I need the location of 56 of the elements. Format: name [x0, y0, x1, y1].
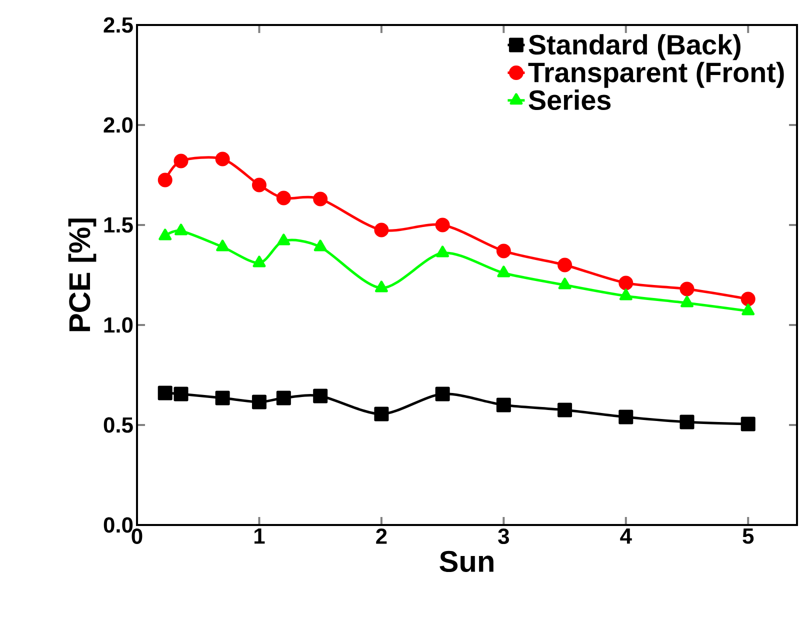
- point: [174, 154, 188, 168]
- point: [252, 256, 266, 268]
- point: [742, 304, 755, 316]
- point: [558, 258, 572, 272]
- point: [374, 406, 389, 422]
- point: [215, 152, 230, 166]
- y-tick-label: 0.0: [104, 517, 133, 533]
- point: [740, 416, 756, 432]
- point: [558, 278, 572, 290]
- point: [496, 244, 511, 258]
- point: [158, 172, 172, 188]
- point: [435, 386, 450, 402]
- point: [680, 296, 694, 308]
- point: [619, 288, 632, 300]
- point: [215, 390, 230, 406]
- y-tick-label: 2.5: [104, 17, 133, 33]
- x-tick-label: 1: [254, 528, 265, 544]
- point: [558, 402, 572, 418]
- x-axis-title: Sun: [440, 550, 494, 572]
- legend-label: Transparent (Front): [528, 62, 784, 88]
- legend-label: Standard (Back): [528, 34, 740, 60]
- y-tick-label: 1.5: [104, 217, 133, 233]
- x-tick-label: 4: [620, 528, 632, 544]
- point: [277, 234, 290, 246]
- point: [252, 178, 266, 192]
- point: [313, 192, 328, 206]
- y-tick-label: 0.5: [104, 417, 133, 433]
- point: [174, 224, 188, 236]
- point: [374, 222, 389, 238]
- point: [313, 388, 328, 404]
- point: [497, 266, 510, 278]
- point: [436, 246, 450, 258]
- x-tick-label: 0: [132, 528, 142, 544]
- point: [276, 390, 291, 406]
- point: [216, 240, 230, 252]
- point: [496, 398, 511, 412]
- y-tick-label: 2.0: [104, 117, 133, 133]
- point: [276, 190, 291, 206]
- y-tick-label: 1.0: [104, 317, 133, 333]
- point: [174, 386, 188, 402]
- point: [435, 218, 450, 232]
- point: [252, 394, 266, 410]
- legend-label: Series: [528, 90, 611, 110]
- point: [375, 280, 388, 292]
- point: [680, 282, 694, 296]
- point: [740, 292, 756, 306]
- point: [158, 228, 172, 240]
- point: [158, 386, 172, 400]
- y-axis-title: PCE [%]: [68, 218, 96, 332]
- x-tick-label: 2: [376, 528, 387, 544]
- x-tick-label: 3: [498, 528, 509, 544]
- point: [618, 276, 634, 290]
- point: [680, 414, 694, 430]
- x-tick-label: 5: [742, 528, 754, 544]
- point: [618, 410, 634, 424]
- point: [314, 240, 327, 252]
